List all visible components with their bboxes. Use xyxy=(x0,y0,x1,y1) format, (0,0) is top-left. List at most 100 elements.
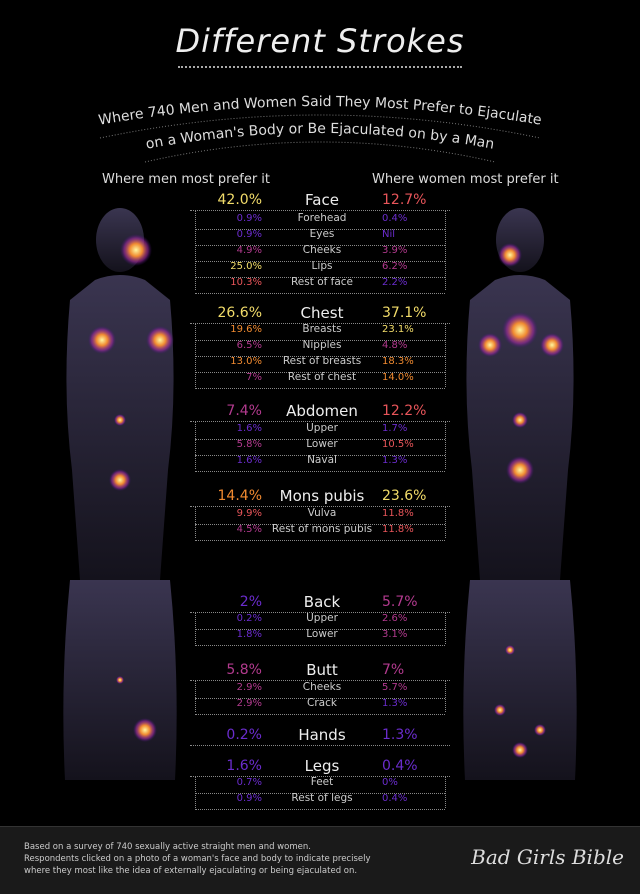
divider xyxy=(445,680,446,712)
women-value: 0.4% xyxy=(382,213,408,224)
men-value: 2.9% xyxy=(236,682,262,693)
men-value: 0.2% xyxy=(236,613,262,624)
men-value: 4.5% xyxy=(236,524,262,535)
women-value: 3.9% xyxy=(382,245,408,256)
row-label: Eyes xyxy=(309,228,335,240)
heat-spot xyxy=(540,333,564,357)
men-value: 10.3% xyxy=(230,277,262,288)
svg-text:on a Woman's Body or Be Ejacul: on a Woman's Body or Be Ejaculated on by… xyxy=(145,121,496,153)
men-value: 0.7% xyxy=(236,777,262,788)
section-header: 1.6% Legs 0.4% xyxy=(0,758,640,774)
divider xyxy=(195,809,445,810)
divider xyxy=(190,776,450,777)
divider xyxy=(195,680,196,712)
row-label: Crack xyxy=(307,697,337,709)
divider xyxy=(445,323,446,387)
women-value: 1.3% xyxy=(382,698,408,709)
heat-spot xyxy=(512,742,528,758)
women-value: 5.7% xyxy=(382,594,418,610)
women-value: 12.7% xyxy=(382,192,427,208)
divider xyxy=(195,210,196,290)
divider xyxy=(195,506,196,538)
women-value: 0% xyxy=(382,777,398,788)
women-value: 37.1% xyxy=(382,305,427,321)
heat-spot xyxy=(506,456,534,484)
note-line: Based on a survey of 740 sexually active… xyxy=(24,842,311,852)
women-value: 14.0% xyxy=(382,372,414,383)
men-value: 19.6% xyxy=(230,324,262,335)
women-value: 4.8% xyxy=(382,340,408,351)
women-value: 0.4% xyxy=(382,793,408,804)
section-header: 14.4% Mons pubis 23.6% xyxy=(0,488,640,504)
divider xyxy=(195,629,445,630)
divider xyxy=(195,229,445,230)
row-label: Rest of breasts xyxy=(282,355,362,367)
men-value: 1.6% xyxy=(236,423,262,434)
row-label: Vulva xyxy=(307,507,337,519)
row-label: Lips xyxy=(311,260,333,272)
row-label: Rest of face xyxy=(290,276,354,288)
divider xyxy=(195,776,196,808)
sub-row: 0.9% Rest of legs 0.4% xyxy=(0,792,640,809)
row-label: Hands xyxy=(298,726,346,744)
women-value: 0.4% xyxy=(382,758,418,774)
sub-row: 25.0% Lips 6.2% xyxy=(0,260,640,277)
heat-spot xyxy=(116,676,124,684)
men-value: 9.9% xyxy=(236,508,262,519)
men-value: 4.9% xyxy=(236,245,262,256)
heat-spot xyxy=(498,243,522,267)
heat-spot xyxy=(88,326,116,354)
heat-spot xyxy=(505,645,515,655)
sub-row: 9.9% Vulva 11.8% xyxy=(0,507,640,524)
divider xyxy=(195,714,445,715)
heatmap-women-front xyxy=(466,208,574,580)
men-value: 0.9% xyxy=(236,213,262,224)
row-label: Forehead xyxy=(297,212,347,224)
row-label: Rest of chest xyxy=(287,371,357,383)
divider xyxy=(195,439,445,440)
heat-spot xyxy=(502,312,538,348)
sub-row: 2.9% Cheeks 5.7% xyxy=(0,681,640,698)
divider xyxy=(445,776,446,808)
divider xyxy=(195,323,196,387)
sub-row: 10.3% Rest of face 2.2% xyxy=(0,276,640,293)
divider xyxy=(195,421,196,469)
men-value: 7.4% xyxy=(226,403,262,419)
sub-row: 0.9% Forehead 0.4% xyxy=(0,212,640,229)
women-value: 1.7% xyxy=(382,423,408,434)
section-header: 0.2% Hands 1.3% xyxy=(0,727,640,743)
men-value: 2.9% xyxy=(236,698,262,709)
divider xyxy=(195,524,445,525)
men-value: 0.9% xyxy=(236,229,262,240)
heatmap-men-front xyxy=(66,208,174,580)
men-value: 5.8% xyxy=(226,662,262,678)
heat-spot xyxy=(133,718,157,742)
divider xyxy=(195,455,445,456)
row-label: Face xyxy=(305,191,339,209)
sub-row: 5.8% Lower 10.5% xyxy=(0,438,640,455)
divider xyxy=(195,612,196,644)
sub-row: 13.0% Rest of breasts 18.3% xyxy=(0,355,640,372)
row-label: Lower xyxy=(306,628,338,640)
men-value: 1.6% xyxy=(236,455,262,466)
sub-row: 0.2% Upper 2.6% xyxy=(0,612,640,629)
heat-spot xyxy=(494,704,506,716)
divider xyxy=(195,277,445,278)
heat-spot xyxy=(512,412,528,428)
heat-spot xyxy=(114,414,126,426)
sub-row: 1.8% Lower 3.1% xyxy=(0,628,640,645)
divider xyxy=(445,612,446,644)
women-value: 1.3% xyxy=(382,727,418,743)
sub-row: 4.5% Rest of mons pubis 11.8% xyxy=(0,523,640,540)
logo: Bad Girls Bible xyxy=(471,845,624,869)
divider xyxy=(195,540,445,541)
row-label: Lower xyxy=(306,438,338,450)
women-value: 2.6% xyxy=(382,613,408,624)
divider xyxy=(190,506,450,507)
men-value: 2% xyxy=(239,594,262,610)
men-value: 1.8% xyxy=(236,629,262,640)
divider xyxy=(190,612,450,613)
divider xyxy=(195,245,445,246)
divider xyxy=(195,793,445,794)
heatmap-men-back xyxy=(63,580,177,780)
